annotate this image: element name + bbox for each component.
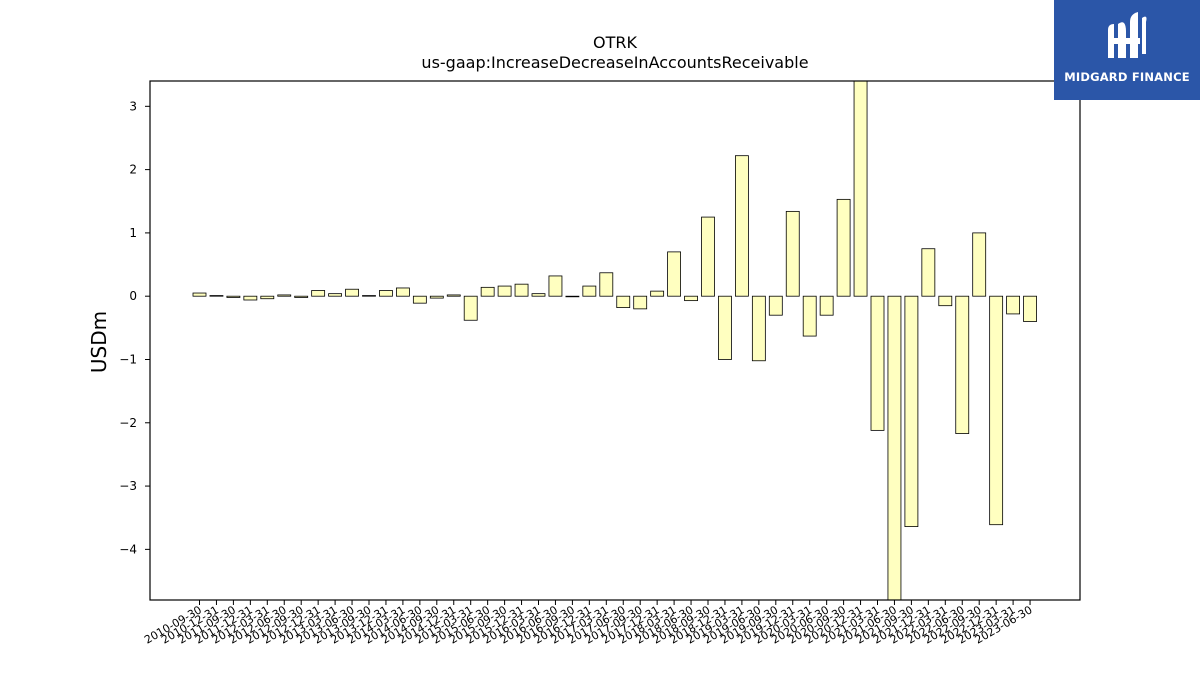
bar-2022-03-31 — [938, 295, 953, 307]
bar-2014-09-30 — [429, 295, 444, 299]
bar-2010-09-30 — [192, 292, 207, 297]
bar-2023-03-31 — [1006, 295, 1020, 315]
y-tick-label: −3 — [119, 479, 137, 493]
bar-2018-09-30 — [701, 216, 715, 297]
bar-2016-06-30 — [548, 275, 563, 297]
bar-2020-09-30 — [836, 198, 851, 297]
bar-2010-12-31 — [209, 295, 224, 297]
bar-2020-06-30 — [819, 295, 834, 316]
bar-2017-06-30 — [616, 295, 631, 308]
bar-2022-12-31 — [989, 295, 1004, 526]
bar-2013-06-30 — [345, 288, 359, 297]
bar-2021-12-31 — [921, 248, 936, 297]
y-tick-label: 3 — [129, 99, 137, 113]
bar-2022-06-30 — [955, 295, 970, 434]
bar-2019-12-31 — [785, 210, 800, 297]
bar-2015-03-31 — [463, 295, 478, 321]
bar-2021-06-30 — [887, 295, 902, 601]
y-tick-label: 1 — [129, 226, 137, 240]
bar-2018-03-31 — [667, 251, 681, 297]
brand-logo: MIDGARD FINANCE — [1054, 0, 1200, 100]
y-tick-label: −4 — [119, 542, 137, 556]
bar-2019-03-31 — [735, 155, 749, 297]
bar-2019-09-30 — [768, 295, 783, 316]
y-axis-label: USDm — [87, 311, 111, 373]
bar-2020-03-31 — [802, 295, 817, 337]
bar-2018-06-30 — [684, 295, 698, 302]
bar-2011-12-31 — [243, 295, 258, 301]
bar-2019-06-30 — [751, 295, 766, 362]
brand-name: MIDGARD FINANCE — [1064, 70, 1190, 84]
bar-2017-03-31 — [599, 272, 614, 297]
bar-2013-12-31 — [379, 290, 393, 297]
bar-2018-12-31 — [718, 295, 732, 360]
bar-2021-03-31 — [870, 295, 885, 431]
bar-2014-06-30 — [412, 295, 427, 304]
bar-2014-03-31 — [395, 287, 410, 297]
y-axis-ticks: −4 −3 −2 −1 0 1 2 3 — [119, 99, 150, 556]
y-tick-label: −2 — [119, 416, 137, 430]
bar-2022-09-30 — [972, 232, 987, 297]
bar-2015-12-31 — [514, 283, 529, 297]
bar-2012-12-31 — [311, 290, 326, 297]
y-tick-label: 2 — [129, 163, 137, 177]
bar-2016-12-31 — [582, 285, 597, 297]
bar-2014-12-31 — [446, 294, 461, 297]
bar-2012-06-30 — [277, 294, 292, 297]
bar-2015-06-30 — [480, 286, 495, 297]
bar-2012-09-30 — [294, 295, 309, 298]
bar-2011-09-30 — [226, 295, 241, 298]
x-axis-ticks: 2010-09-302010-12-312011-09-302011-12-31… — [142, 600, 1035, 647]
plot-frame — [149, 80, 1081, 601]
bar-2020-12-31 — [853, 80, 868, 297]
bar-2021-09-30 — [904, 295, 919, 527]
bar-2012-03-31 — [260, 295, 275, 300]
bar-2017-12-31 — [650, 290, 665, 297]
bar-2016-09-30 — [565, 295, 580, 298]
bars-group — [192, 80, 1037, 601]
bar-2017-09-30 — [633, 295, 648, 310]
bar-2013-03-31 — [328, 293, 343, 297]
chart-subtitle: us-gaap:IncreaseDecreaseInAccountsReceiv… — [421, 53, 808, 72]
y-tick-label: −1 — [119, 352, 137, 366]
y-tick-label: 0 — [129, 289, 137, 303]
chart-title: OTRK — [593, 33, 637, 52]
bar-2016-03-31 — [531, 293, 546, 297]
bar-2023-06-30 — [1023, 295, 1037, 322]
bar-2013-09-30 — [362, 295, 376, 297]
midgard-m-logo-icon — [1108, 12, 1147, 58]
bar-2015-09-30 — [497, 285, 512, 297]
